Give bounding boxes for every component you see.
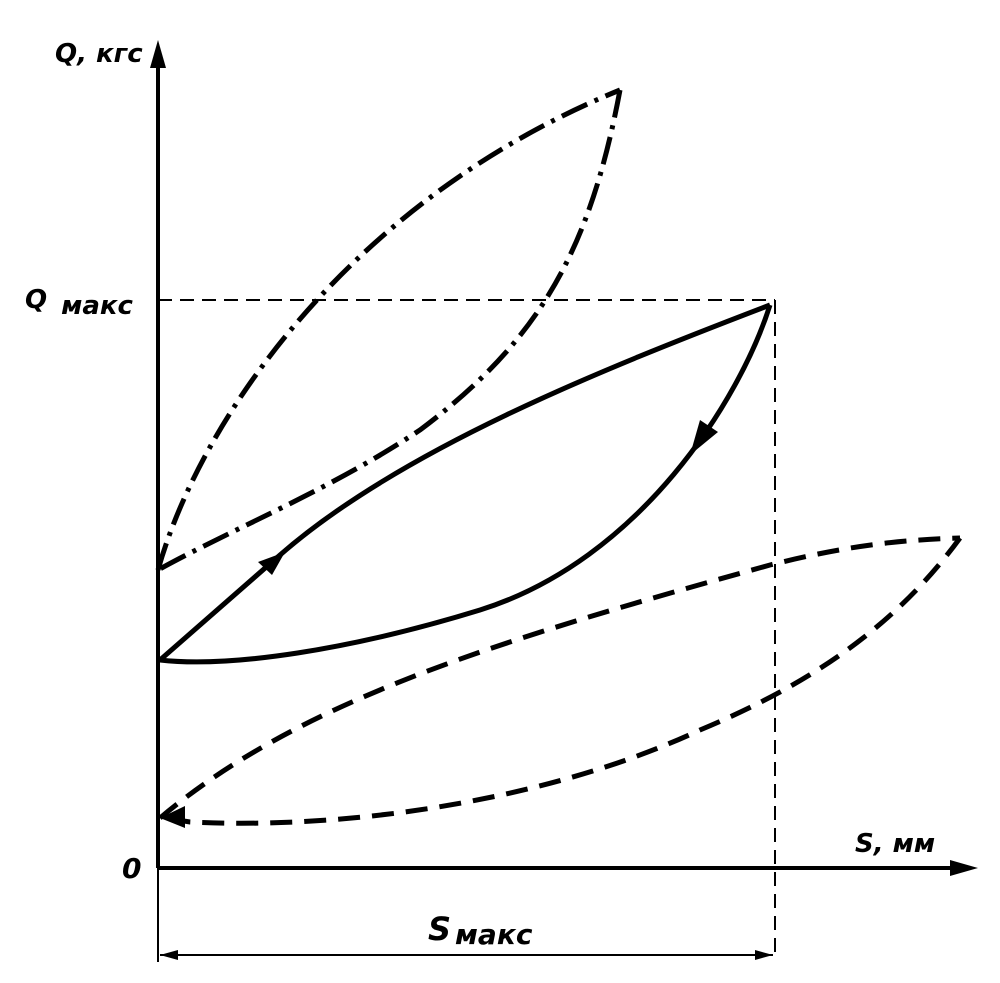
x-arrow (950, 860, 978, 876)
loop-solid-lower (159, 304, 773, 665)
direction-arrow (690, 420, 718, 455)
s-symbol: S (428, 910, 451, 948)
dim-arrow (160, 950, 178, 960)
y-axis-label: Q, кгс (55, 39, 143, 69)
dim-arrow (755, 950, 773, 960)
x-axis-label: S, мм (855, 829, 935, 859)
loop-dashed-lower (164, 536, 963, 826)
q-symbol: Q (25, 285, 47, 315)
q-sub: макс (61, 291, 133, 321)
loop-dashdot-upper (155, 87, 621, 571)
loop-dashed-upper (158, 535, 961, 820)
direction-arrow (258, 552, 285, 575)
loop-solid-upper (158, 302, 771, 662)
origin-label: 0 (122, 852, 141, 885)
y-arrow (150, 40, 166, 68)
loop-dashdot-lower (156, 89, 623, 573)
direction-arrow (160, 806, 185, 828)
s-sub: макс (455, 918, 533, 951)
